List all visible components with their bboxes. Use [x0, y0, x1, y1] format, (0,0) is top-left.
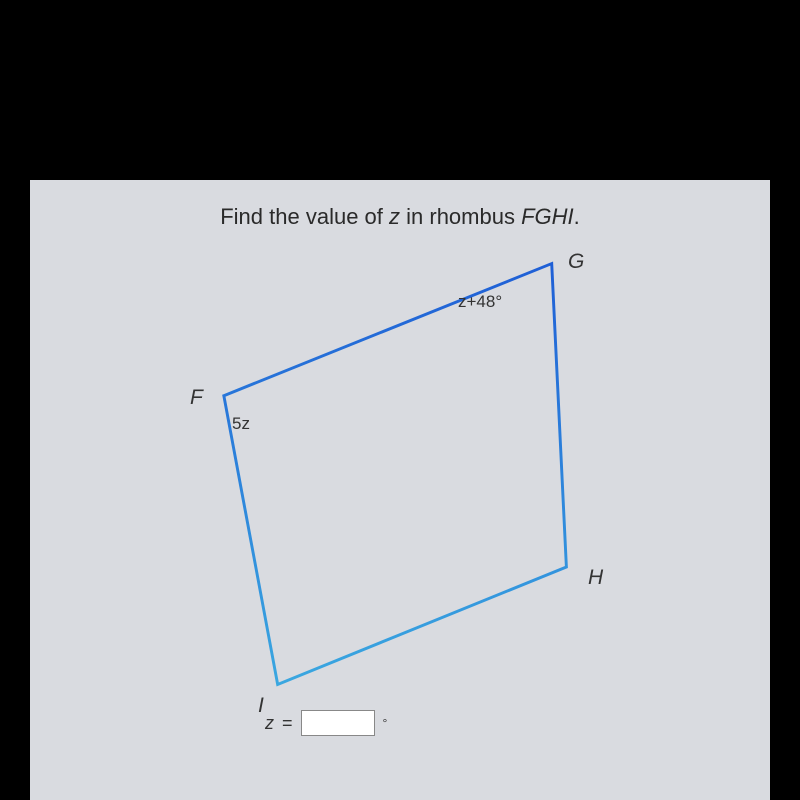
q-shape: FGHI: [521, 204, 574, 229]
q-suffix: .: [574, 204, 580, 229]
rhombus-figure: F G H I z+48° 5z: [70, 244, 730, 704]
q-variable: z: [389, 204, 400, 229]
question-text: Find the value of z in rhombus FGHI.: [70, 204, 730, 230]
q-mid: in rhombus: [400, 204, 521, 229]
vertex-label-I: I: [258, 694, 264, 718]
angle-label-G: z+48°: [458, 292, 502, 312]
answer-unit: °: [383, 716, 388, 730]
rhombus-poly: [224, 264, 567, 685]
answer-eq: =: [282, 713, 293, 734]
worksheet-panel: Find the value of z in rhombus FGHI. F G…: [30, 180, 770, 800]
q-prefix: Find the value of: [220, 204, 389, 229]
vertex-label-H: H: [588, 566, 603, 590]
vertex-label-F: F: [190, 386, 203, 410]
answer-lhs: z: [265, 713, 274, 734]
rhombus-svg: [70, 244, 730, 704]
angle-label-F: 5z: [232, 414, 250, 434]
answer-row: z = °: [265, 710, 730, 736]
answer-input[interactable]: [301, 710, 375, 736]
vertex-label-G: G: [568, 250, 584, 274]
